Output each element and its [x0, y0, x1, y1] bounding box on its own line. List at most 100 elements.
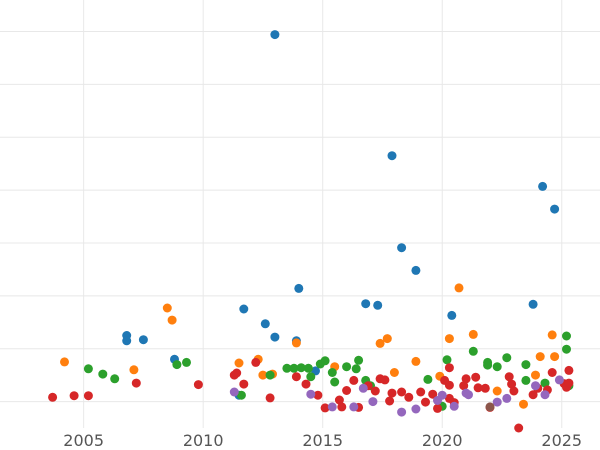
scatter-point [521, 360, 531, 370]
scatter-point [167, 315, 177, 325]
x-tick-label: 2005 [63, 431, 104, 450]
scatter-point [531, 370, 540, 380]
scatter-point [349, 375, 359, 385]
scatter-point [83, 391, 93, 401]
scatter-point [562, 344, 571, 354]
scatter-point [327, 402, 337, 412]
scatter-point [473, 383, 483, 393]
scatter-point [313, 390, 323, 400]
scatter-point [528, 390, 538, 400]
scatter-point [373, 300, 383, 310]
scatter-point [342, 362, 352, 372]
scatter-point [306, 372, 316, 382]
scatter-point [519, 399, 528, 409]
scatter-point [291, 372, 301, 382]
scatter-point [564, 378, 574, 388]
scatter-point [502, 353, 512, 363]
scatter-point [397, 387, 407, 397]
scatter-point [351, 364, 361, 374]
x-tick-label: 2025 [541, 431, 582, 450]
scatter-point [447, 310, 457, 320]
scatter-point [361, 299, 371, 309]
scatter-point [258, 370, 268, 380]
scatter-point [483, 357, 493, 367]
scatter-point [122, 336, 132, 346]
scatter-point [320, 403, 330, 413]
scatter-point [547, 368, 557, 377]
scatter-point [270, 30, 280, 40]
scatter-point [294, 283, 304, 293]
scatter-point [492, 397, 502, 407]
scatter-point [138, 335, 148, 345]
scatter-point [550, 352, 560, 362]
scatter-point [459, 381, 469, 391]
scatter-point [454, 283, 464, 293]
grid [0, 0, 600, 428]
scatter-point [349, 402, 359, 412]
scatter-point [507, 379, 517, 389]
scatter-point [468, 329, 478, 339]
scatter-point [504, 372, 514, 382]
scatter-point [528, 299, 538, 309]
scatter-point [433, 403, 442, 413]
scatter-point [547, 330, 557, 340]
scatter-point [129, 365, 139, 375]
x-tick-label: 2015 [302, 431, 343, 450]
scatter-point [397, 407, 407, 417]
scatter-point [110, 374, 120, 384]
scatter-point [60, 357, 69, 367]
scatter-point [444, 380, 454, 390]
scatter-point [239, 379, 249, 389]
scatter-point [306, 389, 316, 399]
x-axis-ticks: 2005 2010 2015 2020 2025 [63, 431, 582, 450]
scatter-point [265, 370, 275, 380]
scatter-point [492, 362, 502, 372]
scatter-point [389, 368, 399, 377]
scatter-point [265, 393, 275, 403]
scatter-point [423, 374, 433, 384]
scatter-point [535, 352, 545, 362]
scatter-point [411, 265, 421, 275]
data-points [48, 30, 574, 433]
scatter-point [550, 204, 560, 214]
scatter-point [531, 381, 540, 391]
scatter-point [334, 395, 344, 405]
scatter-point [444, 363, 454, 373]
scatter-point [172, 360, 182, 370]
scatter-point [289, 363, 299, 373]
scatter-point [48, 392, 58, 402]
scatter-point [320, 356, 330, 366]
scatter-point [337, 402, 347, 412]
scatter-point [437, 390, 447, 400]
scatter-point [193, 380, 203, 390]
scatter-point [182, 357, 191, 367]
scatter-point [480, 383, 490, 393]
scatter-point [234, 358, 244, 368]
scatter-point [538, 181, 548, 191]
scatter-point [251, 357, 261, 367]
scatter-point [502, 393, 512, 403]
scatter-point [461, 374, 471, 384]
scatter-point [411, 356, 421, 366]
scatter-point [232, 368, 242, 378]
x-tick-label: 2020 [422, 431, 463, 450]
scatter-point [442, 355, 452, 365]
scatter-point [397, 243, 407, 253]
scatter-point [416, 387, 426, 397]
scatter-point [330, 377, 340, 387]
scatter-point [98, 369, 108, 379]
scatter-point [404, 392, 414, 402]
scatter-point [342, 386, 352, 395]
scatter-point [492, 386, 502, 396]
scatter-point [239, 304, 249, 314]
scatter-point [370, 386, 380, 396]
scatter-point [540, 390, 550, 400]
scatter-point [354, 355, 364, 365]
scatter-point [387, 388, 397, 398]
scatter-point [303, 363, 313, 373]
scatter-point [471, 372, 481, 382]
scatter-point [301, 379, 311, 389]
scatter-point [385, 396, 395, 406]
